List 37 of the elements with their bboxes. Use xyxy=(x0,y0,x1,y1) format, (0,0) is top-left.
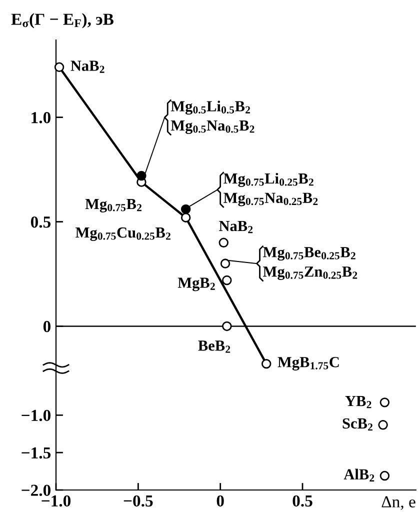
y-tick-label: 0 xyxy=(43,320,51,332)
x-tick-label: −0.5 xyxy=(124,495,153,507)
y-tick-label: 1.0 xyxy=(32,112,51,124)
annotation: Mg$_{0.75}$B$_{2}$ xyxy=(85,199,142,212)
y-tick-label: −1.5 xyxy=(22,447,51,459)
annotation: Mg$_{0.75}$Zn$_{0.25}$B$_{2}$ xyxy=(263,266,358,280)
point xyxy=(218,238,228,248)
point xyxy=(180,204,191,214)
point xyxy=(136,170,146,181)
point xyxy=(54,62,64,72)
point xyxy=(180,212,191,222)
annotation: Mg$_{0.75}$Cu$_{0.25}$B$_{2}$ xyxy=(76,227,170,241)
annotation: AlB$_{2}$ xyxy=(344,468,374,482)
x-axis-title: Δn, e xyxy=(382,496,416,510)
y-tick-label: −1.0 xyxy=(22,410,51,422)
y-axis-title: E$_{σ}$(Γ − E$_{F}$), эВ xyxy=(11,13,114,28)
x-tick-label: 0 xyxy=(216,495,224,507)
annotation: Mg$_{0.75}$Li$_{0.25}$B$_{2}$ xyxy=(224,172,314,187)
y-tick-label: 0.5 xyxy=(30,216,51,228)
annotation: NaB$_{2}$ xyxy=(219,220,253,234)
point xyxy=(222,275,232,286)
point xyxy=(261,358,272,369)
annotation: ScB$_{2}$ xyxy=(342,418,372,431)
annotation: Mg$_{0.5}$Na$_{0.5}$B$_{2}$ xyxy=(170,120,254,134)
x-tick-label: 0.5 xyxy=(292,495,312,507)
point xyxy=(220,258,230,268)
annotation: Mg$_{0.75}$Be$_{0.25}$B$_{2}$ xyxy=(263,247,356,261)
annotation: Mg$_{0.5}$Li$_{0.5}$B$_{2}$ xyxy=(170,100,250,115)
y-tick-label: −2.0 xyxy=(22,484,51,496)
annotation: MgB$_{2}$ xyxy=(178,278,215,292)
annotation: NaB$_{2}$ xyxy=(70,60,104,73)
annotation: Mg$_{0.75}$Na$_{0.25}$B$_{2}$ xyxy=(224,192,318,206)
annotation: BeB$_{2}$ xyxy=(198,340,230,353)
annotation: MgB$_{1.75}$C xyxy=(278,357,339,370)
point xyxy=(222,321,232,332)
annotation: YB$_{2}$ xyxy=(345,396,372,408)
x-tick-label: −1.0 xyxy=(42,495,71,507)
